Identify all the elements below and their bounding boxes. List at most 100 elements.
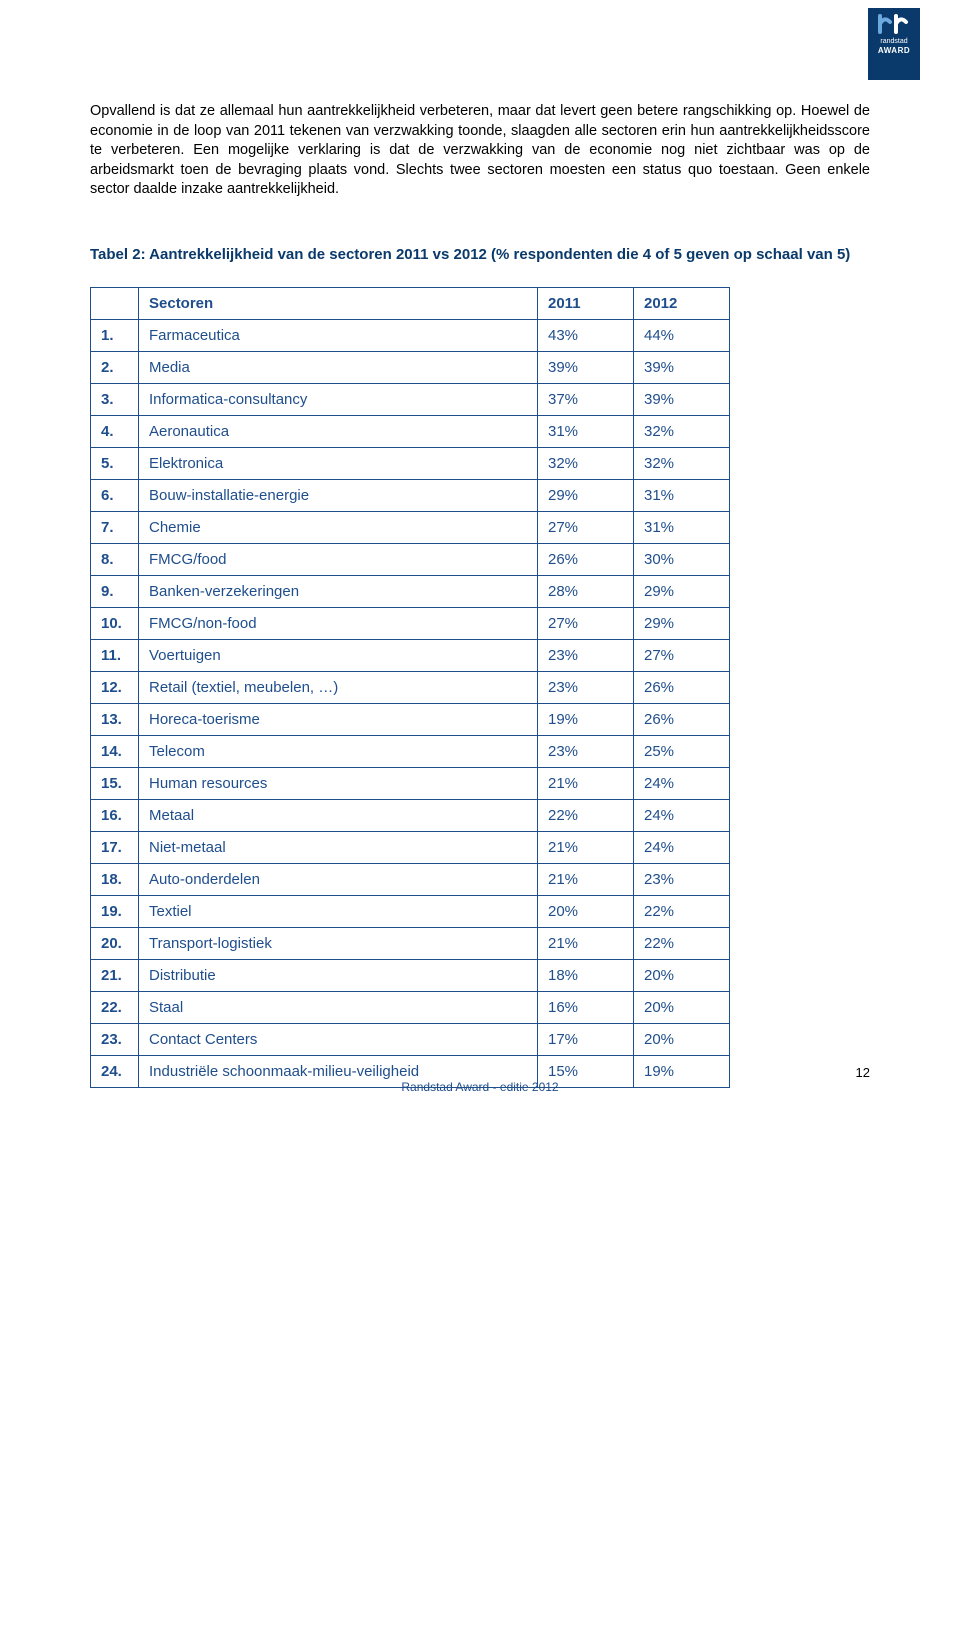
- row-value-2012: 24%: [634, 799, 730, 831]
- row-number: 5.: [91, 447, 139, 479]
- randstad-logo-icon: [876, 12, 912, 36]
- row-number: 21.: [91, 959, 139, 991]
- row-value-2012: 29%: [634, 575, 730, 607]
- row-value-2012: 29%: [634, 607, 730, 639]
- table-row: 21.Distributie18%20%: [91, 959, 730, 991]
- row-sector: FMCG/non-food: [139, 607, 538, 639]
- row-number: 10.: [91, 607, 139, 639]
- row-value-2012: 23%: [634, 863, 730, 895]
- row-value-2012: 22%: [634, 927, 730, 959]
- table-row: 19.Textiel20%22%: [91, 895, 730, 927]
- row-sector: Niet-metaal: [139, 831, 538, 863]
- row-sector: Human resources: [139, 767, 538, 799]
- table-row: 12.Retail (textiel, meubelen, …)23%26%: [91, 671, 730, 703]
- row-value-2011: 39%: [538, 351, 634, 383]
- table-row: 10.FMCG/non-food27%29%: [91, 607, 730, 639]
- row-number: 11.: [91, 639, 139, 671]
- row-number: 4.: [91, 415, 139, 447]
- row-value-2011: 21%: [538, 927, 634, 959]
- table-row: 18.Auto-onderdelen21%23%: [91, 863, 730, 895]
- row-sector: Horeca-toerisme: [139, 703, 538, 735]
- row-sector: Distributie: [139, 959, 538, 991]
- row-number: 9.: [91, 575, 139, 607]
- row-number: 3.: [91, 383, 139, 415]
- row-value-2011: 21%: [538, 767, 634, 799]
- row-value-2012: 39%: [634, 351, 730, 383]
- row-number: 8.: [91, 543, 139, 575]
- row-value-2011: 31%: [538, 415, 634, 447]
- row-sector: Voertuigen: [139, 639, 538, 671]
- header-sector: Sectoren: [139, 287, 538, 319]
- row-sector: Informatica-consultancy: [139, 383, 538, 415]
- header-blank: [91, 287, 139, 319]
- row-number: 20.: [91, 927, 139, 959]
- randstad-award-logo: randstad AWARD: [868, 8, 920, 80]
- row-number: 17.: [91, 831, 139, 863]
- row-number: 6.: [91, 479, 139, 511]
- logo-award-text: AWARD: [878, 47, 910, 55]
- row-sector: Elektronica: [139, 447, 538, 479]
- row-number: 23.: [91, 1023, 139, 1055]
- table-row: 15.Human resources21%24%: [91, 767, 730, 799]
- row-number: 22.: [91, 991, 139, 1023]
- row-sector: Chemie: [139, 511, 538, 543]
- row-number: 7.: [91, 511, 139, 543]
- row-value-2012: 26%: [634, 703, 730, 735]
- row-sector: Telecom: [139, 735, 538, 767]
- row-value-2012: 24%: [634, 831, 730, 863]
- row-value-2011: 28%: [538, 575, 634, 607]
- row-value-2012: 39%: [634, 383, 730, 415]
- row-number: 15.: [91, 767, 139, 799]
- row-number: 18.: [91, 863, 139, 895]
- row-value-2012: 31%: [634, 479, 730, 511]
- row-sector: Textiel: [139, 895, 538, 927]
- row-value-2011: 17%: [538, 1023, 634, 1055]
- row-value-2011: 19%: [538, 703, 634, 735]
- row-value-2012: 20%: [634, 1023, 730, 1055]
- table-row: 9.Banken-verzekeringen28%29%: [91, 575, 730, 607]
- row-sector: Farmaceutica: [139, 319, 538, 351]
- row-value-2012: 22%: [634, 895, 730, 927]
- row-value-2011: 16%: [538, 991, 634, 1023]
- row-value-2012: 32%: [634, 415, 730, 447]
- table-row: 8.FMCG/food26%30%: [91, 543, 730, 575]
- table-row: 16.Metaal22%24%: [91, 799, 730, 831]
- table-row: 20.Transport-logistiek21%22%: [91, 927, 730, 959]
- row-sector: Bouw-installatie-energie: [139, 479, 538, 511]
- row-value-2011: 27%: [538, 607, 634, 639]
- row-value-2012: 27%: [634, 639, 730, 671]
- table-row: 2.Media39%39%: [91, 351, 730, 383]
- row-value-2011: 32%: [538, 447, 634, 479]
- table-row: 4.Aeronautica31%32%: [91, 415, 730, 447]
- row-sector: Contact Centers: [139, 1023, 538, 1055]
- footer-text: Randstad Award - editie 2012: [0, 1079, 960, 1096]
- row-value-2012: 20%: [634, 991, 730, 1023]
- logo-brand-text: randstad: [880, 38, 907, 45]
- row-sector: FMCG/food: [139, 543, 538, 575]
- row-number: 16.: [91, 799, 139, 831]
- row-number: 19.: [91, 895, 139, 927]
- row-value-2011: 23%: [538, 735, 634, 767]
- row-value-2011: 37%: [538, 383, 634, 415]
- row-value-2012: 30%: [634, 543, 730, 575]
- row-value-2011: 27%: [538, 511, 634, 543]
- table-row: 3.Informatica-consultancy37%39%: [91, 383, 730, 415]
- row-value-2011: 43%: [538, 319, 634, 351]
- table-row: 13.Horeca-toerisme19%26%: [91, 703, 730, 735]
- table-row: 11.Voertuigen23%27%: [91, 639, 730, 671]
- row-value-2012: 25%: [634, 735, 730, 767]
- table-row: 1.Farmaceutica43%44%: [91, 319, 730, 351]
- row-value-2011: 20%: [538, 895, 634, 927]
- row-number: 12.: [91, 671, 139, 703]
- table-row: 5.Elektronica32%32%: [91, 447, 730, 479]
- table-row: 6.Bouw-installatie-energie29%31%: [91, 479, 730, 511]
- table-row: 7.Chemie27%31%: [91, 511, 730, 543]
- row-value-2012: 32%: [634, 447, 730, 479]
- table-caption: Tabel 2: Aantrekkelijkheid van de sector…: [90, 244, 870, 265]
- row-value-2011: 21%: [538, 863, 634, 895]
- row-sector: Auto-onderdelen: [139, 863, 538, 895]
- row-value-2011: 23%: [538, 639, 634, 671]
- row-value-2012: 44%: [634, 319, 730, 351]
- row-number: 2.: [91, 351, 139, 383]
- row-value-2012: 24%: [634, 767, 730, 799]
